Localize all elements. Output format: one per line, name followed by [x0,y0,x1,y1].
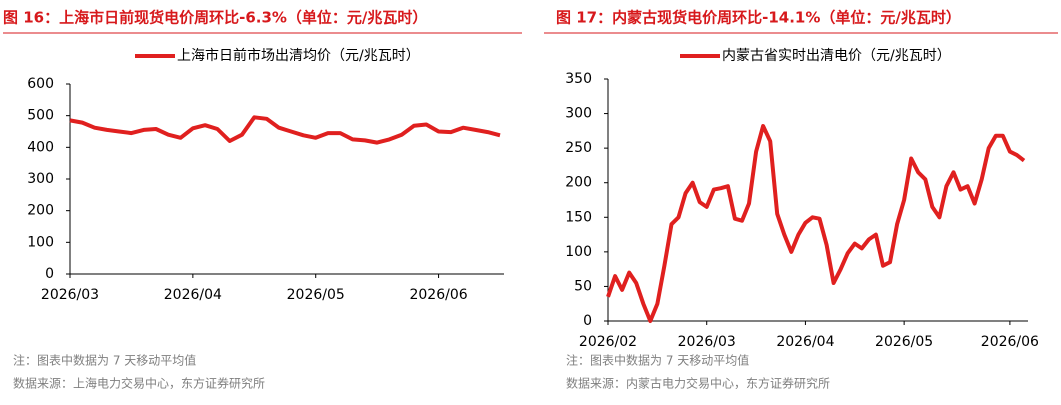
chart-title: 图 17：内蒙古现货电价周环比-14.1%（单位：元/兆瓦时） [556,9,961,27]
y-tick-label: 250 [565,140,592,156]
x-tick-label: 2026/04 [164,287,222,303]
source: 数据来源：内蒙古电力交易中心，东方证券研究所 [566,376,830,391]
legend-label: 上海市日前市场出清均价（元/兆瓦时） [177,47,420,64]
x-tick-label: 2026/06 [981,334,1039,350]
x-tick-label: 2026/06 [409,287,467,303]
note: 注：图表中数据为 7 天移动平均值 [566,353,749,368]
source: 数据来源：上海电力交易中心，东方证券研究所 [13,376,265,391]
x-tick-label: 2026/05 [875,334,933,350]
x-tick-label: 2026/02 [579,334,637,350]
y-tick-label: 300 [27,171,54,187]
y-tick-label: 200 [565,175,592,191]
y-tick-label: 0 [583,313,592,329]
y-tick-label: 500 [27,108,54,124]
line-series [606,124,1026,323]
x-tick-label: 2026/05 [287,287,345,303]
y-tick-label: 100 [27,234,54,250]
y-tick-label: 400 [27,139,54,155]
y-tick-label: 200 [27,203,54,219]
y-tick-label: 100 [565,244,592,260]
line-series [69,115,501,145]
x-tick-label: 2026/04 [776,334,834,350]
x-tick-label: 2026/03 [678,334,736,350]
y-tick-label: 350 [565,71,592,87]
note: 注：图表中数据为 7 天移动平均值 [13,353,196,368]
y-tick-label: 50 [574,278,592,294]
legend-label: 内蒙古省实时出清电价（元/兆瓦时） [722,48,951,64]
y-tick-label: 0 [45,266,54,282]
y-tick-label: 300 [565,106,592,122]
y-tick-label: 150 [565,209,592,225]
x-tick-label: 2026/03 [41,287,99,303]
chart-title: 图 16：上海市日前现货电价周环比-6.3%（单位：元/兆瓦时） [3,9,427,27]
y-tick-label: 600 [27,76,54,92]
